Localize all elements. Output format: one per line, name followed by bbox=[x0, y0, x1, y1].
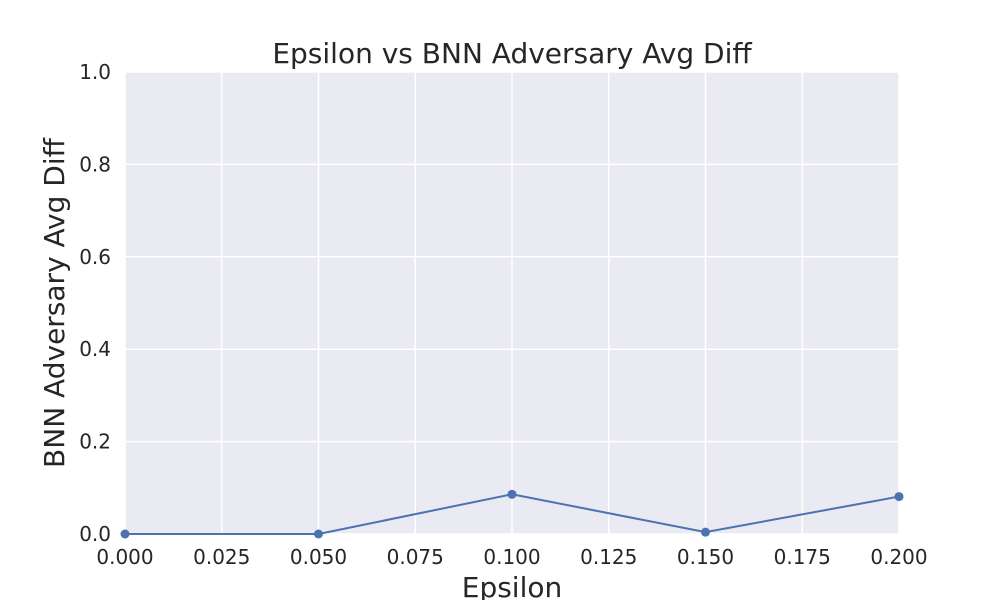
y-tick-labels: 0.0 0.2 0.4 0.6 0.8 1.0 bbox=[79, 60, 111, 546]
x-axis-label: Epsilon bbox=[462, 571, 563, 600]
y-axis-label: BNN Adversary Avg Diff bbox=[38, 137, 71, 468]
series-layer bbox=[120, 489, 904, 539]
x-tick-label: 0.200 bbox=[870, 545, 927, 569]
y-tick-label: 1.0 bbox=[79, 60, 111, 84]
data-point bbox=[120, 529, 130, 539]
x-tick-label: 0.125 bbox=[580, 545, 637, 569]
x-tick-label: 0.150 bbox=[677, 545, 734, 569]
x-tick-label: 0.050 bbox=[290, 545, 347, 569]
data-point bbox=[701, 527, 710, 537]
y-tick-label: 0.4 bbox=[79, 337, 111, 361]
x-tick-label: 0.075 bbox=[387, 545, 444, 569]
x-tick-label: 0.175 bbox=[774, 545, 831, 569]
y-tick-label: 0.8 bbox=[79, 152, 111, 176]
x-tick-label: 0.100 bbox=[483, 545, 540, 569]
grid bbox=[124, 71, 900, 535]
data-point bbox=[894, 492, 904, 502]
x-tick-labels: 0.000 0.025 0.050 0.075 0.100 0.125 0.150 0.175… bbox=[96, 545, 927, 569]
data-point bbox=[314, 529, 323, 539]
y-tick-label: 0.0 bbox=[79, 522, 111, 546]
y-tick-label: 0.6 bbox=[79, 245, 111, 269]
y-tick-label: 0.2 bbox=[79, 430, 111, 454]
x-tick-label: 0.000 bbox=[96, 545, 153, 569]
data-point bbox=[507, 489, 517, 499]
x-tick-label: 0.025 bbox=[193, 545, 250, 569]
chart-title: Epsilon vs BNN Adversary Avg Diff bbox=[272, 37, 752, 70]
